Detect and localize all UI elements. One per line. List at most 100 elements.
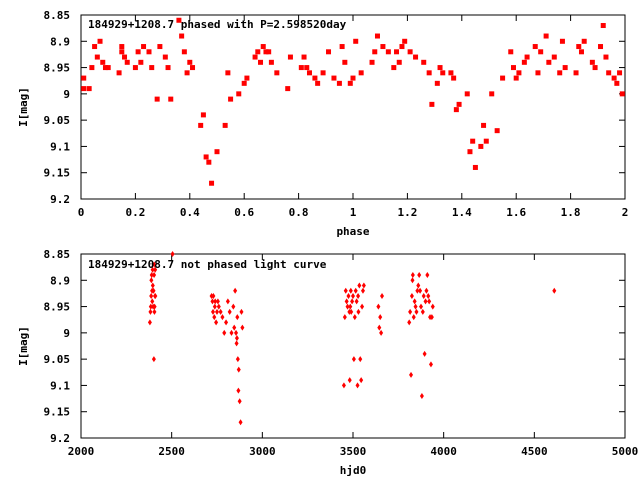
data-point-unphased-97 (418, 287, 423, 294)
data-point-unphased-64 (350, 298, 355, 305)
data-point-phased-117 (573, 70, 579, 76)
data-point-unphased-112 (552, 287, 557, 294)
data-point-phased-124 (600, 23, 606, 29)
data-point-unphased-4 (149, 277, 154, 284)
data-point-phased-129 (617, 70, 623, 76)
data-point-unphased-46 (235, 356, 240, 363)
data-point-phased-128 (614, 80, 620, 86)
data-point-unphased-28 (214, 319, 219, 326)
data-point-phased-120 (581, 38, 587, 44)
y-tick-label-phased-2: 8.95 (44, 62, 71, 75)
data-point-phased-122 (592, 65, 598, 71)
data-point-phased-63 (336, 80, 342, 86)
data-point-unphased-86 (409, 371, 414, 378)
data-points-unphased (147, 251, 557, 426)
data-point-unphased-29 (215, 308, 219, 315)
data-point-phased-65 (342, 59, 348, 65)
data-point-unphased-61 (348, 303, 353, 310)
data-point-phased-115 (559, 38, 565, 44)
data-point-unphased-48 (236, 366, 241, 373)
data-point-unphased-54 (342, 314, 347, 321)
data-point-phased-68 (353, 38, 359, 44)
data-point-unphased-30 (215, 298, 220, 305)
data-point-unphased-68 (353, 287, 358, 294)
data-point-phased-28 (181, 49, 187, 55)
y-axis-label-phased: I[mag] (17, 87, 30, 127)
data-point-unphased-51 (239, 308, 244, 315)
x-tick-label-unphased-3: 3500 (340, 445, 367, 458)
data-point-unphased-94 (415, 287, 420, 294)
data-point-phased-20 (149, 65, 155, 71)
data-point-unphased-58 (346, 293, 351, 300)
x-tick-label-phased-4: 0.8 (289, 206, 309, 219)
data-point-phased-25 (168, 96, 174, 102)
data-point-unphased-101 (421, 293, 426, 300)
data-point-phased-86 (437, 65, 443, 71)
data-point-phased-108 (532, 44, 538, 50)
chart-title-phased: 184929+1208.7 phased with P=2.598520day (88, 18, 347, 31)
data-point-unphased-102 (422, 350, 427, 357)
data-point-phased-47 (260, 44, 266, 50)
data-point-unphased-18 (153, 266, 158, 273)
data-point-unphased-80 (377, 324, 382, 331)
x-tick-label-unphased-5: 4500 (521, 445, 548, 458)
y-tick-label-phased-1: 8.9 (50, 35, 70, 48)
data-point-unphased-41 (233, 287, 238, 294)
data-point-unphased-42 (234, 329, 239, 336)
data-point-phased-0 (81, 75, 87, 81)
x-tick-labels-phased: 0 0.2 0.4 0.6 0.8 1 1.2 1.4 1.6 1.8 2 (78, 206, 629, 219)
data-point-phased-54 (298, 65, 304, 71)
y-axis-label-unphased: I[mag] (17, 326, 30, 366)
chart-title-unphased: 184929+1208.7 not phased light curve (88, 258, 327, 271)
x-tick-label-unphased-6: 5000 (612, 445, 639, 458)
data-point-unphased-9 (150, 282, 155, 289)
data-point-phased-78 (399, 44, 405, 50)
data-point-phased-109 (535, 70, 541, 76)
data-point-unphased-43 (234, 340, 239, 347)
data-point-phased-121 (589, 59, 595, 65)
data-point-phased-127 (611, 75, 617, 81)
data-point-phased-8 (102, 65, 108, 71)
data-point-phased-17 (138, 59, 144, 65)
data-point-phased-76 (394, 49, 400, 55)
data-point-phased-114 (557, 70, 563, 76)
data-point-phased-6 (97, 38, 103, 44)
plot-frame-unphased (80, 253, 626, 439)
data-point-unphased-36 (225, 298, 230, 305)
data-point-phased-59 (315, 80, 321, 86)
data-point-unphased-66 (351, 356, 356, 363)
y-tick-label-unphased-6: 9.15 (44, 406, 71, 419)
unphased-light-curve-panel: 2000 2500 3000 3500 4000 4500 5000 8.85 8.9 8.95… (17, 248, 638, 477)
data-point-phased-98 (483, 138, 489, 144)
data-point-phased-87 (440, 70, 446, 76)
y-tick-label-phased-0: 8.85 (44, 9, 71, 22)
data-point-phased-88 (448, 70, 454, 76)
data-point-unphased-79 (376, 303, 381, 310)
data-point-unphased-31 (216, 303, 221, 310)
data-point-phased-31 (190, 65, 196, 71)
data-point-unphased-88 (410, 277, 415, 284)
data-point-unphased-35 (224, 319, 229, 326)
data-point-phased-71 (372, 49, 378, 55)
data-point-unphased-11 (151, 287, 156, 294)
data-point-unphased-5 (149, 272, 154, 279)
tick-marks-phased (80, 14, 626, 200)
data-point-phased-102 (508, 49, 514, 55)
data-point-unphased-85 (408, 308, 413, 315)
phased-light-curve-panel: 0 0.2 0.4 0.6 0.8 1 1.2 1.4 1.6 1.8 2 8.85 8.9 8.95 9… (17, 9, 628, 238)
y-tick-label-unphased-3: 9 (63, 327, 70, 340)
x-tick-label-phased-0: 0 (78, 206, 85, 219)
data-point-phased-72 (374, 33, 380, 39)
data-point-phased-118 (576, 44, 582, 50)
data-point-unphased-23 (211, 308, 216, 315)
data-point-phased-106 (521, 59, 527, 65)
data-point-phased-55 (301, 54, 307, 60)
data-point-phased-11 (119, 44, 125, 50)
data-point-phased-83 (426, 70, 432, 76)
data-point-phased-52 (285, 86, 291, 92)
data-point-phased-96 (478, 143, 484, 149)
data-point-phased-33 (200, 112, 206, 118)
data-point-phased-82 (421, 59, 427, 65)
data-point-phased-23 (162, 54, 168, 60)
data-point-unphased-7 (150, 298, 155, 305)
